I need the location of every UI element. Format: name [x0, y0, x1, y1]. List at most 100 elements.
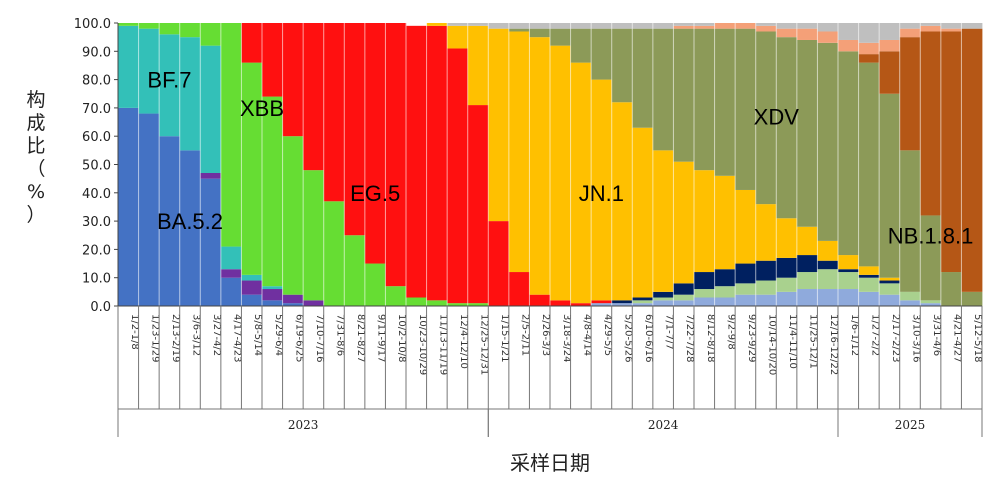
bar-segment-7-1: [262, 289, 283, 301]
y-tick-label: 10.0: [82, 272, 111, 287]
bar-segment-26-4: [652, 291, 674, 298]
bar-segment-11-6: [344, 235, 366, 306]
bar-segment-0-0: [118, 107, 139, 307]
bar-segment-35-8: [838, 255, 859, 270]
bar-segment-19-9: [508, 28, 530, 32]
y-tick-label: 0.0: [90, 300, 111, 315]
year-label: 2025: [895, 418, 926, 432]
y-tick-label: 60.0: [82, 130, 111, 145]
bar-segment-37-10: [879, 51, 901, 94]
bar-segment-15-8: [426, 23, 448, 26]
bar-segment-1-5: [138, 28, 160, 114]
bar-segment-31-11: [755, 25, 777, 32]
bar-segment-20-9: [529, 28, 551, 38]
y-tick-label: 20.0: [82, 243, 111, 258]
bar-segment-36-3: [858, 277, 880, 292]
y-tick-label: 100.0: [74, 17, 111, 32]
x-tick-label: 1/27-2/2: [869, 314, 880, 356]
year-label: 2024: [648, 418, 679, 432]
x-tick-label: 10/23-10/29: [417, 314, 428, 375]
bar-segment-34-2: [817, 289, 839, 306]
bar-segment-32-2: [776, 291, 798, 306]
bar-segment-39-3: [920, 300, 942, 304]
bar-segment-4-6: [200, 23, 222, 46]
bar-segment-20-7: [529, 294, 551, 306]
bar-segment-34-3: [817, 269, 839, 290]
bar-segment-25-8: [632, 127, 654, 298]
bar-segment-25-2: [632, 303, 654, 306]
bar-segment-32-4: [776, 257, 798, 278]
x-tick-label: 4/21-4/27: [952, 314, 963, 363]
variant-label: JN.1: [579, 181, 624, 206]
bar-segment-30-9: [735, 28, 757, 190]
y-axis: 0.0 10.0 20.0 30.0 40.0 50.0 60.0 70.0 80.0 90.0 1…: [74, 17, 119, 315]
x-axis: 1/2-1/8 1/23-1/29 2/13-2/19 3/6-3/12 3/27-4/…: [117, 305, 983, 437]
bar-segment-28-12: [694, 23, 715, 26]
bar-segment-3-6: [179, 23, 201, 38]
bar-segment-34-9: [817, 42, 839, 241]
bar-segment-37-9: [879, 93, 901, 278]
x-tick-label: 3/18-3/24: [561, 314, 572, 363]
bar-segment-22-9: [570, 28, 592, 63]
bar-segment-6-6: [241, 62, 263, 275]
y-tick-label: 40.0: [82, 187, 111, 202]
y-tick-label: 50.0: [82, 159, 111, 174]
bar-segment-17-7: [467, 105, 489, 304]
bar-segment-22-8: [570, 62, 592, 304]
bar-segment-14-6: [406, 297, 427, 306]
bar-segment-35-4: [838, 269, 859, 273]
bar-segment-8-1: [282, 294, 304, 304]
bar-segment-8-7: [282, 23, 304, 137]
bar-segment-24-9: [611, 28, 633, 103]
x-tick-label: 7/31-8/6: [335, 314, 346, 356]
bar-segment-24-12: [611, 23, 633, 29]
bar-segment-9-6: [303, 170, 325, 301]
bar-segment-19-7: [508, 272, 530, 306]
bar-segment-38-12: [899, 23, 921, 29]
bar-segment-18-8: [488, 28, 510, 222]
x-tick-label: 10/2-10/8: [396, 314, 407, 363]
x-tick-label: 7/10-7/16: [314, 314, 325, 363]
bar-segment-36-12: [858, 23, 880, 43]
bar-segment-31-9: [755, 31, 777, 205]
bar-segment-28-8: [694, 170, 715, 273]
bar-segment-9-7: [303, 23, 325, 171]
bar-segment-20-12: [529, 23, 551, 29]
bar-segment-34-11: [817, 31, 839, 43]
bar-segment-39-12: [920, 23, 942, 26]
bar-segment-5-1: [220, 269, 242, 278]
bar-segment-8-0: [282, 303, 304, 306]
bar-segment-35-12: [838, 23, 859, 40]
bar-segment-38-2: [899, 300, 921, 306]
bar-segment-14-7: [406, 25, 427, 298]
bar-segment-27-3: [673, 294, 695, 301]
x-tick-label: 11/25-12/1: [808, 314, 819, 369]
bar-segment-24-4: [611, 300, 633, 304]
bar-segment-37-2: [879, 294, 901, 306]
x-tick-label: 7/1-7/7: [664, 314, 675, 350]
variant-labels: BA.5.2 BF.7 XBB EG.5 JN.1 XDV NB.1.8.1: [147, 68, 973, 249]
x-tick-label: 4/8-4/14: [581, 314, 592, 356]
bar-segment-34-12: [817, 23, 839, 32]
bar-segment-33-12: [796, 23, 818, 29]
bar-segment-27-11: [673, 25, 695, 29]
bar-segment-35-11: [838, 39, 859, 52]
bar-segment-30-2: [735, 294, 757, 306]
bar-segment-41-9: [961, 291, 983, 306]
bar-segment-37-11: [879, 39, 901, 52]
x-tick-label: 3/27-4/2: [211, 314, 222, 356]
bar-segment-38-11: [899, 28, 921, 38]
bar-segment-22-12: [570, 23, 592, 29]
bar-segment-39-11: [920, 25, 942, 32]
bar-segment-41-12: [961, 23, 983, 29]
bar-segment-30-8: [735, 189, 757, 264]
bar-segment-6-0: [241, 294, 263, 306]
bar-segment-28-2: [694, 297, 715, 306]
y-tick-label: 30.0: [82, 215, 111, 230]
bar-segment-29-2: [714, 297, 736, 306]
bar-segment-1-6: [138, 23, 160, 29]
bar-segment-37-8: [879, 277, 901, 281]
bar-segment-32-3: [776, 277, 798, 292]
bar-segment-18-7: [488, 221, 510, 306]
